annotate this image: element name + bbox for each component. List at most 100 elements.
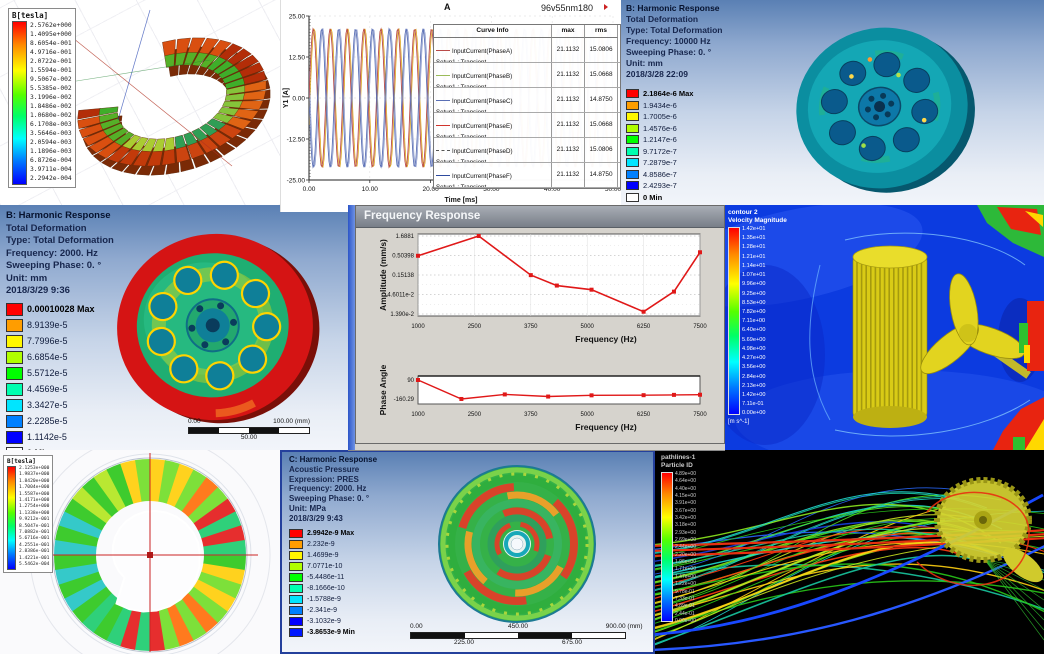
coil-segment xyxy=(174,52,187,67)
legend-value: 7.0882e-001 xyxy=(19,530,50,536)
result-info-block: B: Harmonic Response Total Deformation Typ… xyxy=(626,3,723,80)
legend-row: 7.7996e-5 xyxy=(6,333,95,349)
disk-3d-viewport[interactable] xyxy=(282,452,653,652)
coil-segment xyxy=(218,65,240,79)
wheel-group xyxy=(796,27,975,193)
x-tick-label: 2500 xyxy=(468,412,482,418)
legend-value: 7.33e-01 xyxy=(675,595,695,602)
panel-frequency-response: Frequency Response 1.6881 0.50398 0.15138 4… xyxy=(348,205,725,451)
hub-center-hole xyxy=(874,101,886,113)
legend-value: -2.341e-9 xyxy=(307,607,337,614)
cfd-3d-viewport[interactable] xyxy=(725,205,1044,450)
legend-value: 1.71e+00 xyxy=(675,566,696,573)
rotor-field-viewport[interactable] xyxy=(0,450,280,654)
coil-segment xyxy=(183,131,198,147)
coil-segment xyxy=(141,138,157,152)
hub-center-hole xyxy=(205,318,220,333)
legend-subtitle: Particle ID xyxy=(661,462,693,469)
y-tick-label: 0.00 xyxy=(292,95,305,102)
x-tick-label: 5000 xyxy=(581,324,595,330)
field-segment xyxy=(93,468,127,512)
coil-segment xyxy=(191,52,209,67)
legend-value: 2.2942e-004 xyxy=(30,175,72,182)
table-row: InputCurrent(PhaseF) Setup1 : Transient21… xyxy=(434,163,620,188)
legend-swatch xyxy=(6,334,23,348)
coil-segment xyxy=(199,123,218,137)
result-info-block: B: Harmonic Response Total Deformation Typ… xyxy=(6,210,114,298)
legend-swatch xyxy=(626,181,639,191)
legend-swatch xyxy=(6,302,23,316)
bore-ring xyxy=(504,531,530,557)
legend-title: B[tesla] xyxy=(12,11,49,20)
field-segment xyxy=(201,525,245,548)
coil-segment xyxy=(206,118,227,131)
legend-value: 7.82e+00 xyxy=(742,308,766,315)
info-line: 2018/3/29 9:43 xyxy=(289,513,343,523)
legend-value: 4.15e+00 xyxy=(675,493,696,500)
y-tick-label: 4.6011e-2 xyxy=(387,293,414,299)
coil-segment xyxy=(174,134,187,150)
legend-value: 4.89e+00 xyxy=(675,471,696,477)
legend-swatch xyxy=(289,628,303,637)
legend-value: 2.2285e-5 xyxy=(27,416,68,426)
legend-value: 5.6716e-001 xyxy=(19,536,50,542)
legend-value: 1.2147e-6 xyxy=(643,135,677,145)
center-marker xyxy=(147,552,153,558)
wheel-3d-viewport[interactable] xyxy=(0,205,355,450)
legend-values: 1.42e+01 1.35e+01 1.28e+01 1.21e+01 1.14e+01… xyxy=(742,226,766,417)
legend-value: 9.25e+00 xyxy=(742,290,766,297)
gear-bottom xyxy=(853,406,927,428)
wheel-hole xyxy=(829,120,856,146)
legend-value: 5.69e+00 xyxy=(742,336,766,343)
streamline-path xyxy=(655,563,1044,613)
curve-line-sample xyxy=(436,125,450,126)
legend-row: 9.7172e-7 xyxy=(626,146,693,158)
legend-value: 1.14e+01 xyxy=(742,262,766,269)
coil-segment xyxy=(121,134,142,150)
y-tick-label: -25.00 xyxy=(287,177,306,184)
legend-row: 2.9942e-9 Max xyxy=(289,528,355,539)
legend-value: 5.5462e-004 xyxy=(19,562,50,568)
curve-name-cell: InputCurrent(PhaseF) Setup1 : Transient xyxy=(434,163,552,187)
deformation-legend: 0.00010028 Max 8.9139e-5 7.7996e-5 6.6854e-… xyxy=(6,301,95,450)
streamline-path xyxy=(655,497,961,591)
ruler-segment xyxy=(464,633,518,638)
legend-value: 7.0771e-10 xyxy=(307,563,343,570)
streamline-path xyxy=(655,505,960,570)
curve-setup: Setup1 : Transient xyxy=(436,183,549,187)
legend-value: 9.7172e-7 xyxy=(643,146,677,156)
legend-value: 1.42e+00 xyxy=(742,391,766,398)
info-line: 2018/3/29 9:36 xyxy=(6,285,70,296)
wheel-3d-viewport[interactable] xyxy=(620,0,1044,206)
legend-value: 1.4576e-6 xyxy=(643,123,677,133)
curve-name-cell: InputCurrent(PhaseB) Setup1 : Transient xyxy=(434,63,552,87)
flux-density-legend: B[tesla] 2.5762e+000 1.4095e+000 8.6054e-0… xyxy=(8,8,76,188)
panel-cfd-velocity: contour 2 Velocity Magnitude 1.42e+01 1.3… xyxy=(725,205,1044,450)
pressure-ring xyxy=(447,474,587,614)
legend-value: 4.27e+00 xyxy=(742,355,766,362)
data-point xyxy=(641,309,646,314)
legend-row: 8.9139e-5 xyxy=(6,317,95,333)
field-segment xyxy=(55,562,99,585)
legend-value: 1.2754e+000 xyxy=(19,504,50,510)
x-tick-label: 1000 xyxy=(411,324,425,330)
frequency-response-plots[interactable]: 1.6881 0.50398 0.15138 4.6011e-2 1.390e-2 100… xyxy=(356,228,725,445)
legend-body: 1.42e+01 1.35e+01 1.28e+01 1.21e+01 1.14e+01… xyxy=(728,226,787,417)
legend-value: 0.00e+00 xyxy=(675,617,696,624)
legend-value: 7.11e+00 xyxy=(742,318,766,325)
phase-curve xyxy=(417,379,701,400)
info-line: Total Deformation xyxy=(6,222,87,234)
curve-name-cell: InputCurrent(PhaseE) Setup1 : Transient xyxy=(434,113,552,137)
window-titlebar[interactable]: Frequency Response xyxy=(356,206,724,228)
x-tick-label: 6250 xyxy=(637,324,651,330)
ruler-label: 675.00 xyxy=(562,639,582,646)
table-row: InputCurrent(PhaseB) Setup1 : Transient21… xyxy=(434,63,620,88)
legend-value: 2.13e+00 xyxy=(742,382,766,389)
contour-patch-red xyxy=(993,397,1044,450)
coil-3d-viewport[interactable] xyxy=(0,0,280,205)
table-header-cell: rms xyxy=(585,25,618,38)
legend-subtitle: Velocity Magnitude xyxy=(728,217,787,224)
legend-value: 7.11e-01 xyxy=(742,401,764,408)
streamline-3d-viewport[interactable] xyxy=(655,450,1044,654)
